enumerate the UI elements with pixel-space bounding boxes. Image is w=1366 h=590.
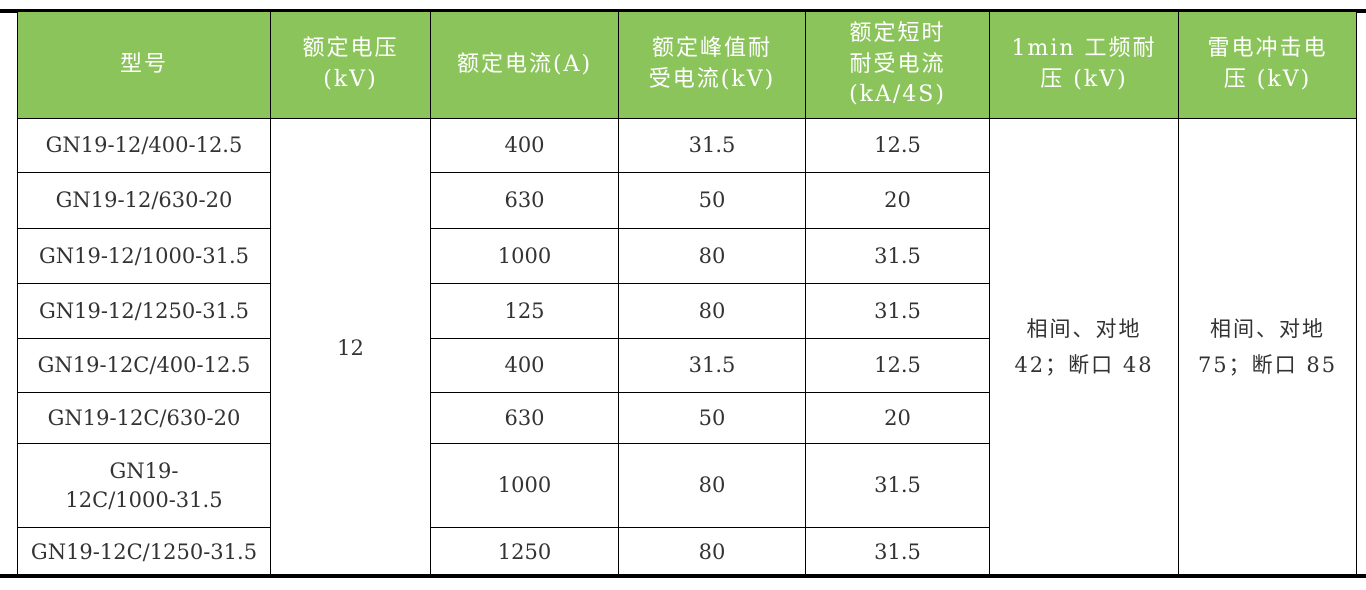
cell-peak: 80 <box>618 443 806 528</box>
cell-short-time: 12.5 <box>805 338 990 393</box>
cell-peak: 50 <box>618 172 806 229</box>
cell-current: 125 <box>430 283 619 339</box>
table-row: GN19-12C/400-12.5 400 31.5 12.5 <box>17 338 1357 393</box>
cell-model: GN19-12/630-20 <box>17 172 271 229</box>
header-rated-voltage: 额定电压 (kV) <box>270 11 431 119</box>
cell-peak: 31.5 <box>618 338 806 393</box>
table-row: GN19- 12C/1000-31.5 1000 80 31.5 <box>17 443 1357 528</box>
cell-short-time: 12.5 <box>805 118 990 173</box>
cell-model: GN19-12/1000-31.5 <box>17 228 271 284</box>
cell-current: 630 <box>430 392 619 444</box>
header-power-frequency-withstand: 1min 工频耐 压 (kV) <box>989 11 1179 119</box>
cell-current: 630 <box>430 172 619 229</box>
cell-peak: 80 <box>618 228 806 284</box>
cell-model: GN19-12/1250-31.5 <box>17 283 271 339</box>
cell-short-time: 31.5 <box>805 283 990 339</box>
table-row: GN19-12C/630-20 630 50 20 <box>17 392 1357 444</box>
cell-peak: 80 <box>618 283 806 339</box>
cell-short-time: 20 <box>805 392 990 444</box>
header-lightning-impulse: 雷电冲击电 压 (kV) <box>1178 11 1357 119</box>
cell-current: 1250 <box>430 527 619 578</box>
header-row: 型号 额定电压 (kV) 额定电流(A) 额定峰值耐 受电流(kV) 额定短时 … <box>17 11 1357 119</box>
cell-current: 1000 <box>430 228 619 284</box>
cell-short-time: 31.5 <box>805 527 990 578</box>
cell-model: GN19-12C/1250-31.5 <box>17 527 271 578</box>
header-peak-withstand-current: 额定峰值耐 受电流(kV) <box>618 11 806 119</box>
header-model: 型号 <box>17 11 271 119</box>
header-rated-current: 额定电流(A) <box>430 11 619 119</box>
cell-peak: 50 <box>618 392 806 444</box>
spec-table: 型号 额定电压 (kV) 额定电流(A) 额定峰值耐 受电流(kV) 额定短时 … <box>17 11 1357 578</box>
cell-model: GN19-12C/630-20 <box>17 392 271 444</box>
cell-lightning-merged: 相间、对地 75；断口 85 <box>1178 118 1357 578</box>
cell-model: GN19-12C/400-12.5 <box>17 338 271 393</box>
cell-peak: 80 <box>618 527 806 578</box>
cell-peak: 31.5 <box>618 118 806 173</box>
bottom-rule <box>0 574 1366 578</box>
cell-model: GN19- 12C/1000-31.5 <box>17 443 271 528</box>
cell-power-frequency-merged: 相间、对地 42；断口 48 <box>989 118 1179 578</box>
table-row: GN19-12/400-12.5 12 400 31.5 12.5 相间、对地 … <box>17 118 1357 578</box>
cell-short-time: 20 <box>805 172 990 229</box>
cell-rated-voltage-merged: 12 <box>270 118 431 578</box>
cell-current: 1000 <box>430 443 619 528</box>
cell-short-time: 31.5 <box>805 228 990 284</box>
cell-short-time: 31.5 <box>805 443 990 528</box>
header-short-time-withstand-current: 额定短时 耐受电流 (kA/4S) <box>805 11 990 119</box>
table-row: GN19-12/630-20 630 50 20 <box>17 172 1357 229</box>
table-row: GN19-12C/1250-31.5 1250 80 31.5 <box>17 527 1357 578</box>
cell-current: 400 <box>430 118 619 173</box>
cell-model: GN19-12/400-12.5 <box>17 118 271 173</box>
cell-current: 400 <box>430 338 619 393</box>
